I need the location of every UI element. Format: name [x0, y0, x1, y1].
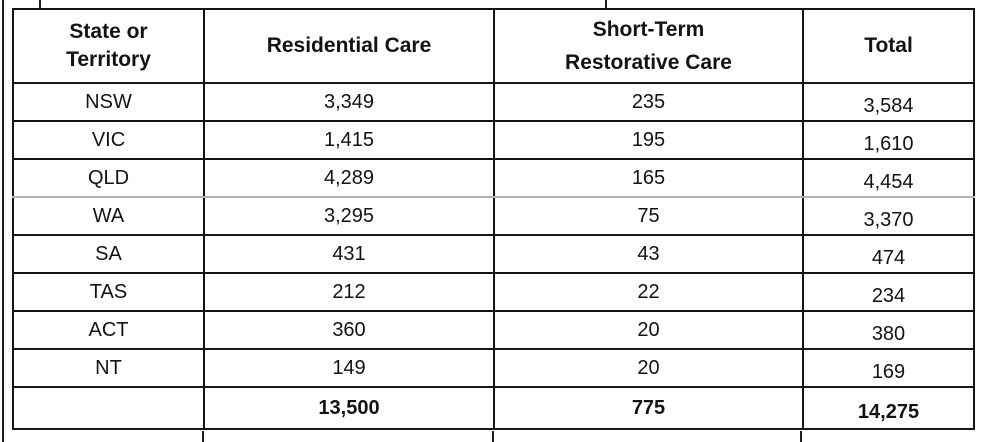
col-header-line: State or — [69, 20, 148, 43]
crop-artifact-tick — [202, 431, 204, 442]
cell-sa-short-term: 43 — [493, 234, 804, 274]
care-places-table: State or Territory Residential Care Shor… — [12, 8, 975, 430]
cell-vic-label: VIC — [12, 120, 205, 160]
table-row-tas: TAS 212 22 234 — [12, 272, 975, 312]
page-crop-left-line — [2, 0, 4, 442]
col-header-line: Total — [864, 34, 913, 57]
table-row-nsw: NSW 3,349 235 3,584 — [12, 82, 975, 122]
cell-qld-short-term: 165 — [493, 158, 804, 198]
cell-act-short-term: 20 — [493, 310, 804, 350]
cell-sa-total: 474 — [802, 234, 975, 274]
cell-act-residential-care: 360 — [203, 310, 495, 350]
cell-wa-short-term: 75 — [493, 196, 804, 236]
cell-tas-label: TAS — [12, 272, 205, 312]
col-header-short-term-restorative-care: Short-Term Restorative Care — [493, 8, 804, 84]
col-header-state-territory: State or Territory — [12, 8, 205, 84]
cell-totals-label — [12, 386, 205, 430]
col-header-line: Territory — [66, 48, 151, 71]
table-row-sa: SA 431 43 474 — [12, 234, 975, 274]
cell-qld-label: QLD — [12, 158, 205, 198]
cell-qld-residential-care: 4,289 — [203, 158, 495, 198]
table-row-qld: QLD 4,289 165 4,454 — [12, 158, 975, 198]
col-header-total: Total — [802, 8, 975, 84]
crop-artifact-tick — [39, 0, 41, 9]
col-header-line: Short-Term — [592, 18, 705, 41]
cell-qld-total: 4,454 — [802, 158, 975, 198]
col-header-line: Residential Care — [266, 34, 432, 57]
cell-nt-label: NT — [12, 348, 205, 388]
cell-nt-total: 169 — [802, 348, 975, 388]
cell-nt-residential-care: 149 — [203, 348, 495, 388]
cell-act-label: ACT — [12, 310, 205, 350]
cell-wa-residential-care: 3,295 — [203, 196, 495, 236]
table-row-nt: NT 149 20 169 — [12, 348, 975, 388]
cell-tas-residential-care: 212 — [203, 272, 495, 312]
table-row-vic: VIC 1,415 195 1,610 — [12, 120, 975, 160]
table-row-totals: 13,500 775 14,275 — [12, 386, 975, 430]
cell-totals-residential-care: 13,500 — [203, 386, 495, 430]
col-header-residential-care: Residential Care — [203, 8, 495, 84]
cell-act-total: 380 — [802, 310, 975, 350]
cell-vic-short-term: 195 — [493, 120, 804, 160]
cell-sa-label: SA — [12, 234, 205, 274]
cell-totals-total: 14,275 — [802, 386, 975, 430]
table-row-act: ACT 360 20 380 — [12, 310, 975, 350]
cell-nsw-total: 3,584 — [802, 82, 975, 122]
cell-vic-total: 1,610 — [802, 120, 975, 160]
cell-sa-residential-care: 431 — [203, 234, 495, 274]
cell-nsw-residential-care: 3,349 — [203, 82, 495, 122]
header-row: State or Territory Residential Care Shor… — [12, 8, 975, 84]
cell-nt-short-term: 20 — [493, 348, 804, 388]
cell-nsw-label: NSW — [12, 82, 205, 122]
crop-artifact-tick — [605, 0, 607, 9]
table-row-wa: WA 3,295 75 3,370 — [12, 196, 975, 236]
cell-wa-label: WA — [12, 196, 205, 236]
cell-tas-total: 234 — [802, 272, 975, 312]
crop-artifact-tick — [492, 431, 494, 442]
cell-wa-total: 3,370 — [802, 196, 975, 236]
cell-vic-residential-care: 1,415 — [203, 120, 495, 160]
cell-totals-short-term: 775 — [493, 386, 804, 430]
col-header-line: Restorative Care — [565, 51, 732, 74]
cell-tas-short-term: 22 — [493, 272, 804, 312]
cell-nsw-short-term: 235 — [493, 82, 804, 122]
crop-artifact-tick — [800, 431, 802, 442]
